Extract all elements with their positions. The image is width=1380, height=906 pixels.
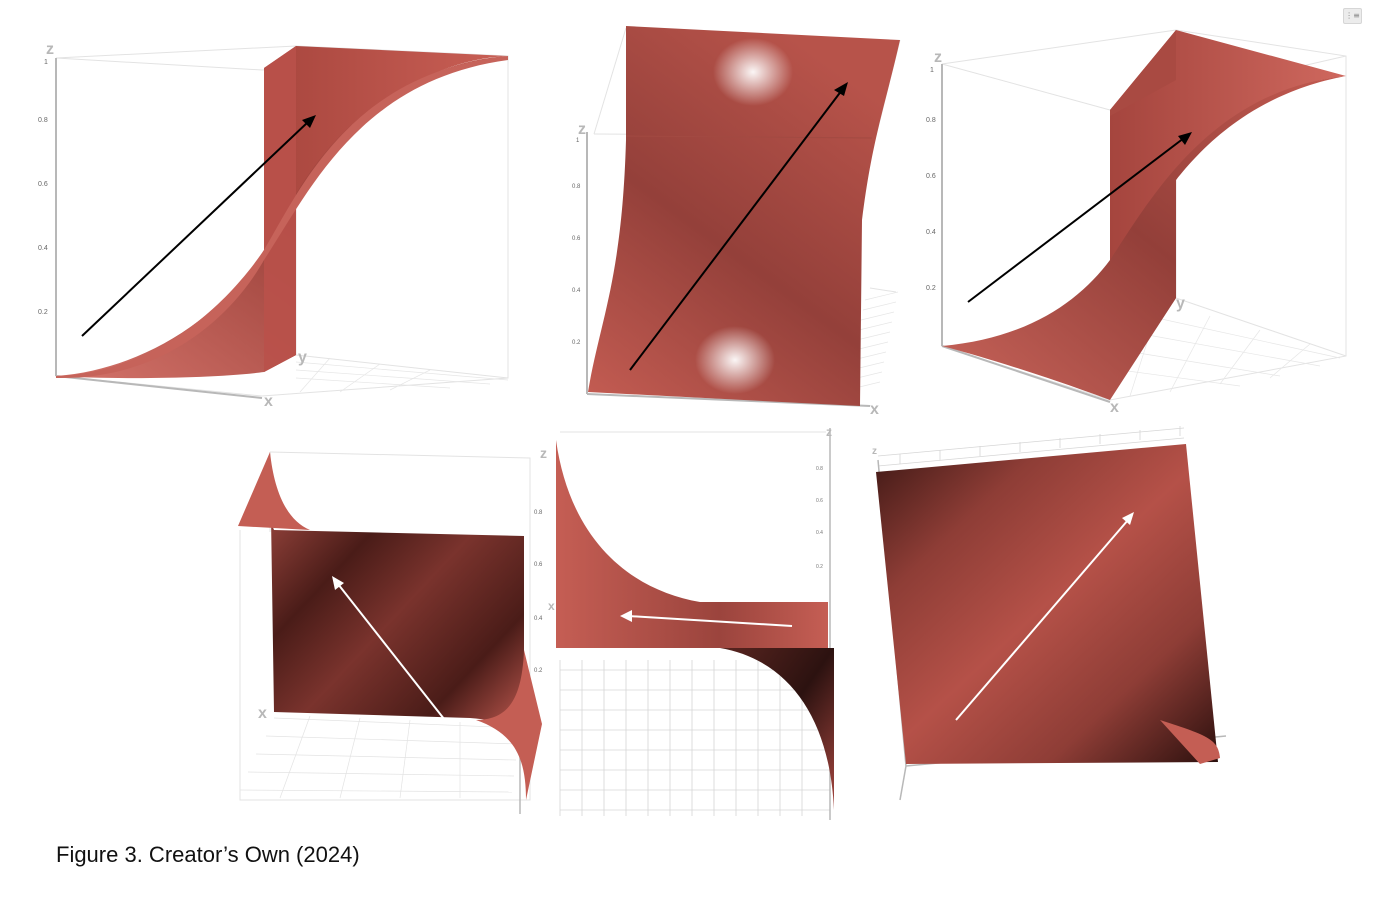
x-axis-label: x <box>258 705 267 722</box>
surface-plot-3: z x y 1 0.8 0.6 0.4 0.2 <box>920 20 1360 420</box>
tick-label: 0.8 <box>816 466 823 472</box>
tick-label: 1 <box>576 138 580 144</box>
surface-back <box>264 46 508 372</box>
z-axis-label: z <box>826 425 832 439</box>
floor-grid <box>240 716 520 798</box>
surface-plot-4: x z 0.8 0.6 0.4 0.2 <box>230 440 560 820</box>
surface-plot-1: z x y 1 0.8 0.6 0.4 0.2 <box>0 0 520 420</box>
surface-plot-5-svg: z 0.8 0.6 0.4 0.2 x <box>540 420 850 830</box>
z-axis-label: z <box>934 49 942 66</box>
tick-label: 0.4 <box>816 530 823 536</box>
surface-plot-2-svg: z x 1 0.8 0.6 0.4 0.2 <box>560 20 900 420</box>
tick-label: 0.2 <box>926 285 936 292</box>
surface-top-curl <box>238 452 310 530</box>
corner-badge: ⋮≡ <box>1343 8 1362 24</box>
tick-label: 0.8 <box>572 184 581 190</box>
surface-plot-1-svg: z x y 1 0.8 0.6 0.4 0.2 <box>0 0 520 420</box>
surface-plot-6-svg: z <box>860 420 1240 820</box>
surface-lower <box>720 648 834 810</box>
surface-plot-5: z 0.8 0.6 0.4 0.2 x <box>540 420 850 830</box>
surface-plot-2: z x 1 0.8 0.6 0.4 0.2 <box>560 20 900 420</box>
y-axis-label: y <box>298 349 307 366</box>
highlight <box>695 326 775 394</box>
tick-label: 0.6 <box>572 236 581 242</box>
surface-plot-6: z <box>860 420 1240 820</box>
surface-plot-3-svg: z x y 1 0.8 0.6 0.4 0.2 <box>920 20 1360 420</box>
surface-upper <box>556 440 828 648</box>
tick-label: 0.4 <box>572 288 581 294</box>
tick-label: 0.8 <box>926 117 936 124</box>
tick-label: 0.4 <box>926 229 936 236</box>
tick-label: 0.2 <box>816 564 823 570</box>
x-axis-label: x <box>264 393 273 410</box>
figure-caption: Figure 3. Creator’s Own (2024) <box>56 842 360 868</box>
highlight <box>713 38 793 106</box>
z-axis-label: z <box>872 446 877 457</box>
y-axis-label: y <box>1176 295 1185 312</box>
tick-label: 1 <box>44 59 48 66</box>
z-axis-label: z <box>46 41 54 58</box>
tick-label: 0.2 <box>572 340 581 346</box>
tick-label: 0.2 <box>38 309 48 316</box>
z-axis-label: z <box>578 121 586 138</box>
tick-label: 0.4 <box>38 245 48 252</box>
x-axis-line <box>56 376 262 398</box>
tick-label: 0.6 <box>38 181 48 188</box>
z-axis-line <box>900 766 906 800</box>
tick-label: 1 <box>930 67 934 74</box>
x-axis-label: x <box>870 401 879 418</box>
x-axis-label: x <box>1110 399 1119 416</box>
tick-label: 0.8 <box>38 117 48 124</box>
surface <box>270 452 524 722</box>
surface-plot-4-svg: x z 0.8 0.6 0.4 0.2 <box>230 440 560 820</box>
tick-label: 0.6 <box>926 173 936 180</box>
surface <box>876 444 1218 764</box>
tick-label: 0.6 <box>816 498 823 504</box>
x-axis-label: x <box>548 599 555 613</box>
